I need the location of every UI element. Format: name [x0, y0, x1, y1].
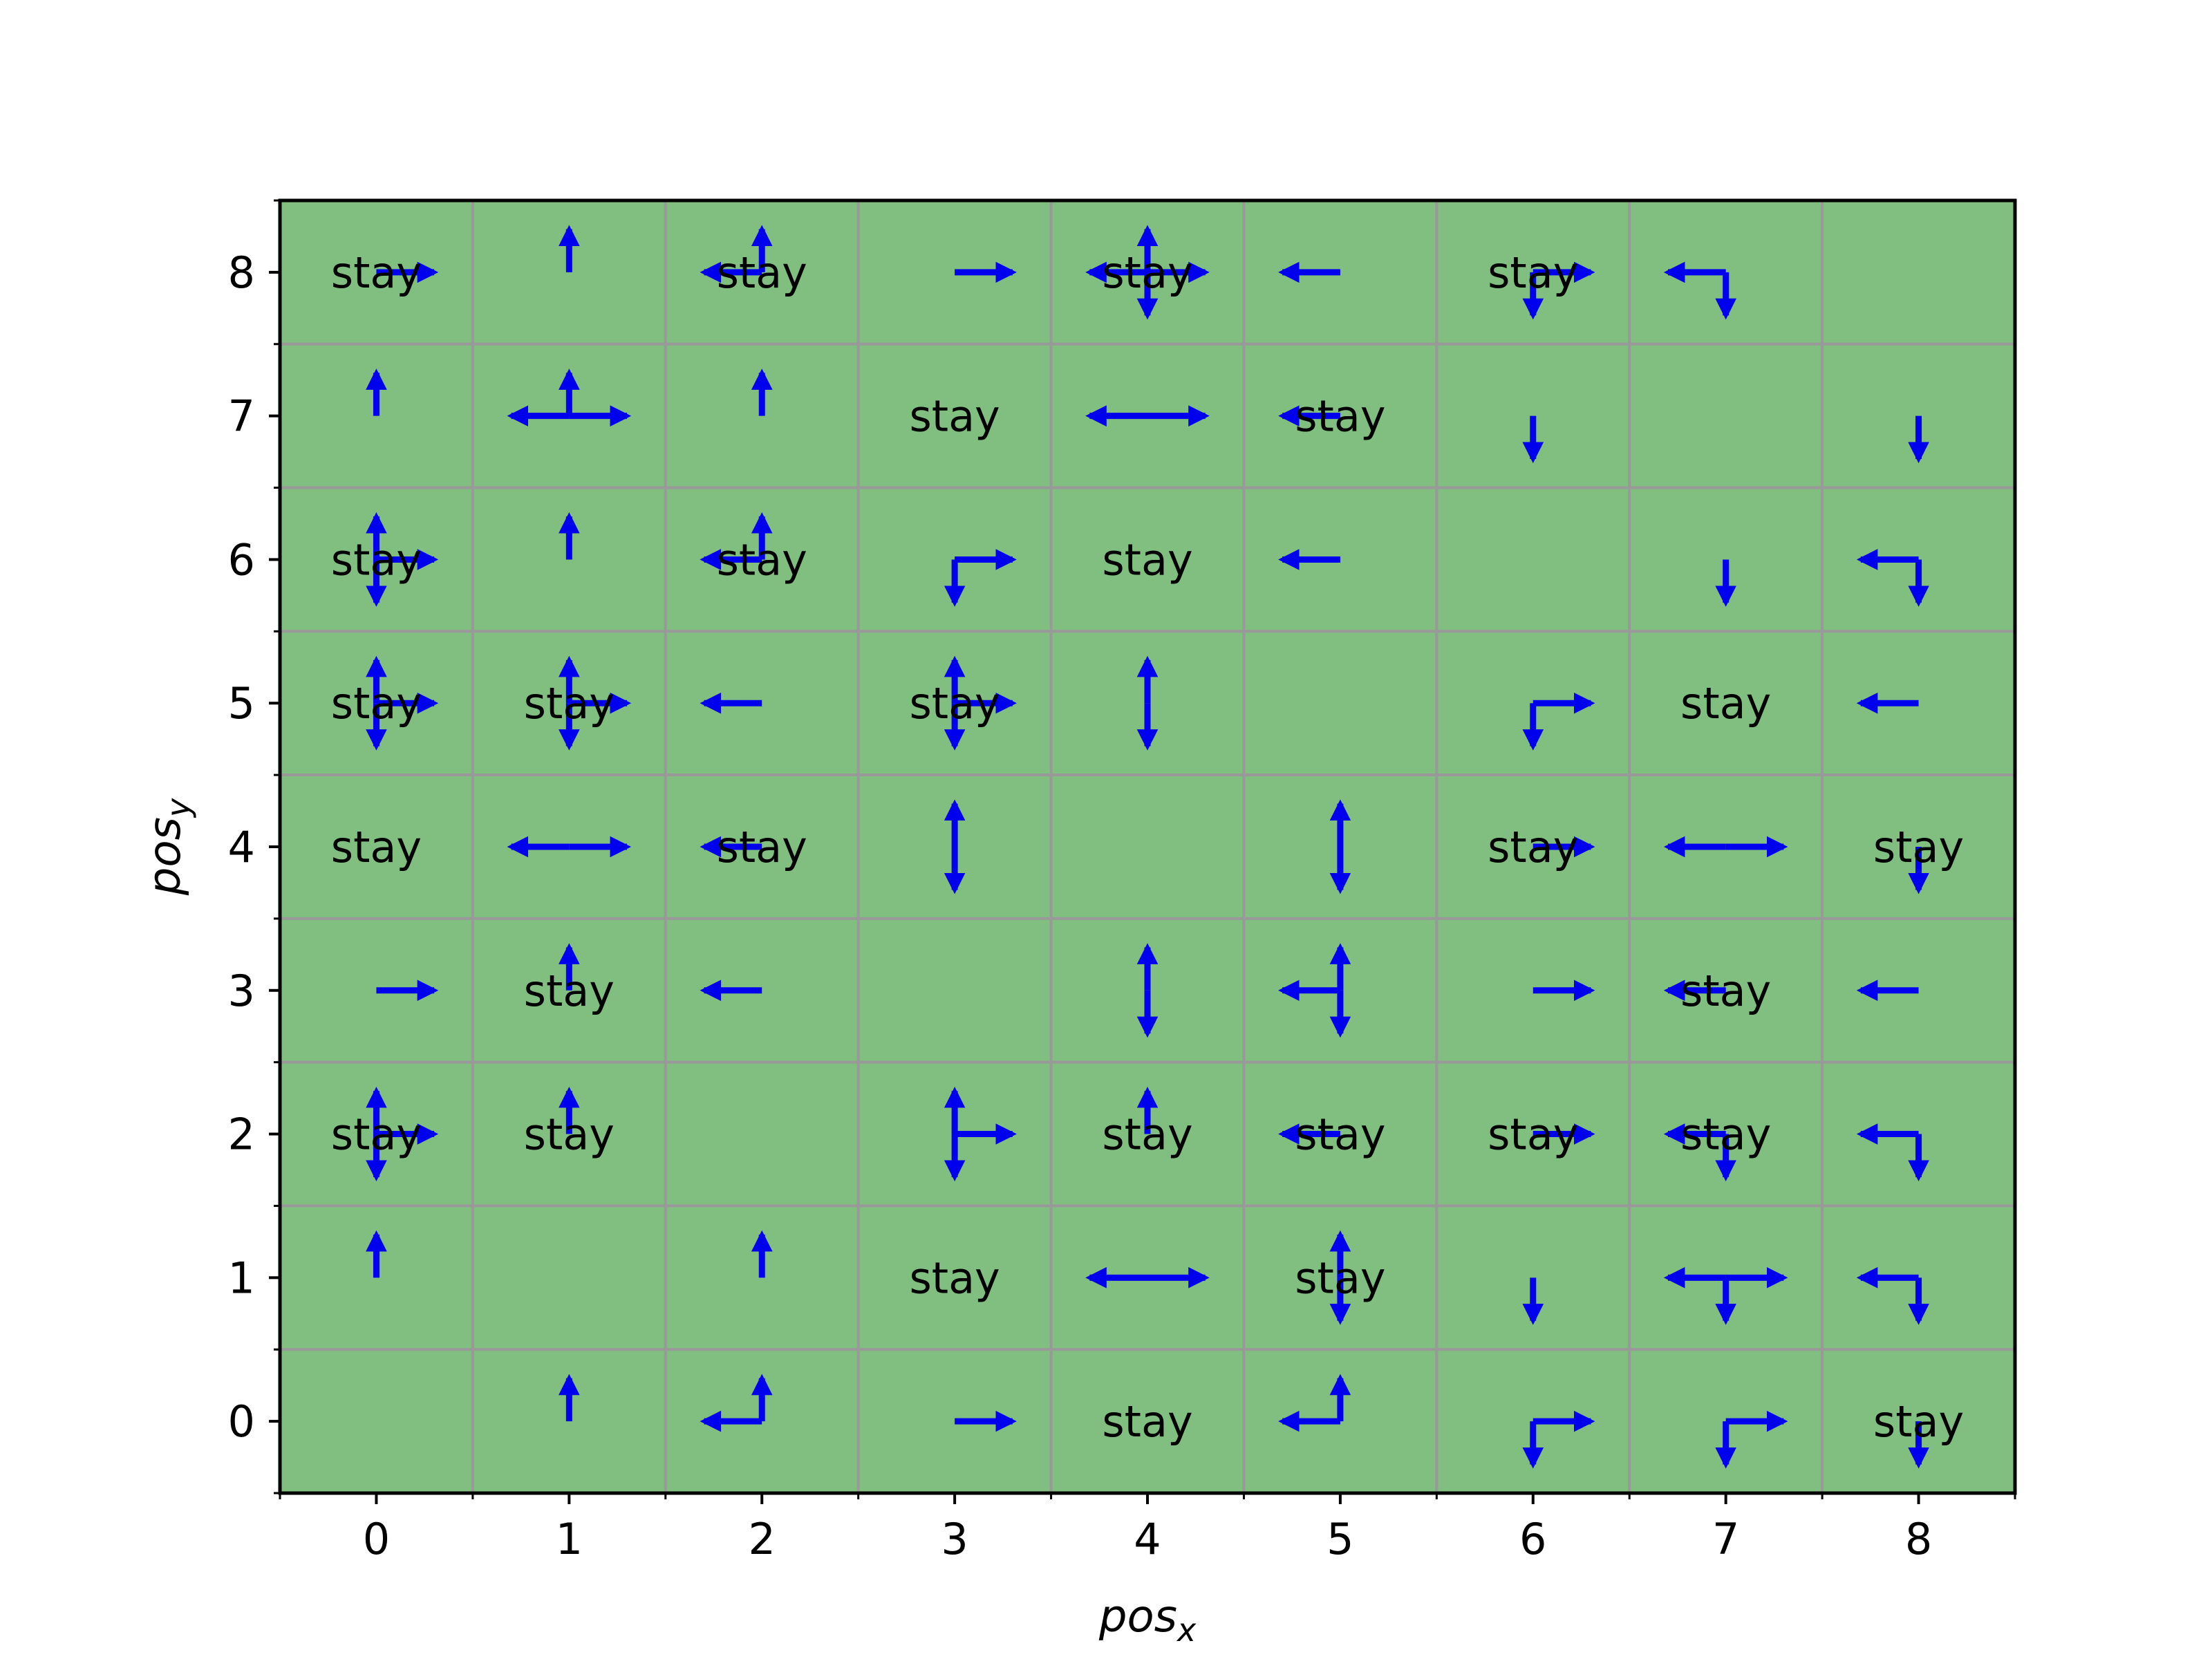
stay-label-7-5: stay [1680, 678, 1771, 729]
x-tick-label-4: 4 [1134, 1514, 1161, 1564]
stay-label-4-2: stay [1102, 1109, 1192, 1160]
cell-4-6 [1049, 486, 1246, 633]
cell-3-3 [856, 917, 1053, 1064]
stay-label-1-3: stay [524, 966, 615, 1016]
cell-6-3 [1435, 917, 1631, 1064]
stay-label-3-7: stay [909, 391, 1000, 442]
cell-3-2 [856, 1060, 1053, 1208]
stay-label-4-0: stay [1102, 1396, 1192, 1447]
y-tick-label-6: 6 [228, 534, 255, 585]
stay-label-8-4: stay [1873, 822, 1964, 872]
stay-label-0-8: stay [331, 247, 422, 298]
x-tick-label-7: 7 [1712, 1514, 1739, 1564]
stay-label-2-4: stay [717, 822, 807, 872]
y-tick-label-7: 7 [228, 391, 255, 442]
stay-label-3-5: stay [909, 678, 1000, 729]
cell-6-7 [1435, 342, 1631, 489]
x-axis-label-sub: x [1176, 1611, 1197, 1649]
cell-6-1 [1435, 1204, 1631, 1351]
stay-label-6-4: stay [1488, 822, 1578, 872]
x-tick-label-1: 1 [556, 1514, 583, 1564]
cell-5-5 [1242, 630, 1438, 777]
stay-label-5-7: stay [1295, 391, 1385, 442]
y-tick-label-5: 5 [228, 678, 255, 729]
y-tick-label-1: 1 [228, 1253, 255, 1303]
cell-4-0 [1049, 1348, 1246, 1494]
stay-label-4-6: stay [1102, 534, 1192, 585]
cell-2-2 [664, 1060, 860, 1208]
stay-label-3-1: stay [909, 1253, 1000, 1303]
cell-6-6 [1435, 486, 1631, 633]
x-axis-label-base: pos [1098, 1591, 1177, 1642]
cell-marks: stay stay stay stay stay stay stay stay stay stay… [331, 225, 1964, 1469]
x-tick-label-3: 3 [941, 1514, 968, 1564]
cell-6-4 [1435, 774, 1631, 920]
stay-label-0-2: stay [331, 1109, 422, 1160]
stay-label-7-3: stay [1680, 966, 1771, 1016]
cell-7-7 [1628, 342, 1824, 489]
stay-label-0-6: stay [331, 534, 422, 585]
stay-label-2-8: stay [717, 247, 807, 298]
y-axis-label-sub: y [160, 798, 197, 818]
stay-label-4-8: stay [1102, 247, 1192, 298]
cell-8-8 [1821, 199, 2016, 346]
cell-4-4 [1049, 774, 1246, 920]
y-axis-label: posy [140, 798, 197, 896]
x-tick-label-6: 6 [1519, 1514, 1546, 1564]
stay-label-1-5: stay [524, 678, 615, 729]
y-tick-label-0: 0 [228, 1396, 255, 1447]
stay-label-6-2: stay [1488, 1109, 1578, 1160]
x-tick-label-5: 5 [1327, 1514, 1353, 1564]
stay-label-7-2: stay [1680, 1109, 1771, 1160]
stay-label-1-2: stay [524, 1109, 615, 1160]
y-tick-label-3: 3 [228, 966, 255, 1016]
cell-3-1 [856, 1204, 1053, 1351]
stay-label-0-5: stay [331, 678, 422, 729]
x-axis-label: posx [1098, 1591, 1197, 1649]
cell-3-7 [856, 342, 1053, 489]
cell-7-5 [1628, 630, 1824, 777]
cell-8-7 [1821, 342, 2016, 489]
cell-0-0 [279, 1348, 474, 1494]
cell-1-1 [471, 1204, 667, 1351]
y-tick-label-2: 2 [228, 1109, 255, 1160]
x-tick-label-2: 2 [748, 1514, 775, 1564]
x-tick-label-8: 8 [1905, 1514, 1932, 1564]
x-tick-label-0: 0 [363, 1514, 390, 1564]
stay-label-0-4: stay [331, 822, 422, 872]
grid-cells [279, 199, 2016, 1494]
stay-label-5-2: stay [1295, 1109, 1385, 1160]
axis-ticks: 0 1 2 3 4 5 6 7 8 0 1 2 3 4 5 6 7 8 [228, 199, 2016, 1564]
stay-label-8-0: stay [1873, 1396, 1964, 1447]
stay-label-5-1: stay [1295, 1253, 1385, 1303]
y-tick-label-8: 8 [228, 247, 255, 298]
y-tick-label-4: 4 [228, 822, 255, 872]
cell-5-3 [1242, 917, 1438, 1064]
stay-label-2-6: stay [717, 534, 807, 585]
stay-label-6-8: stay [1488, 247, 1578, 298]
y-axis-label-base: pos [140, 817, 191, 896]
